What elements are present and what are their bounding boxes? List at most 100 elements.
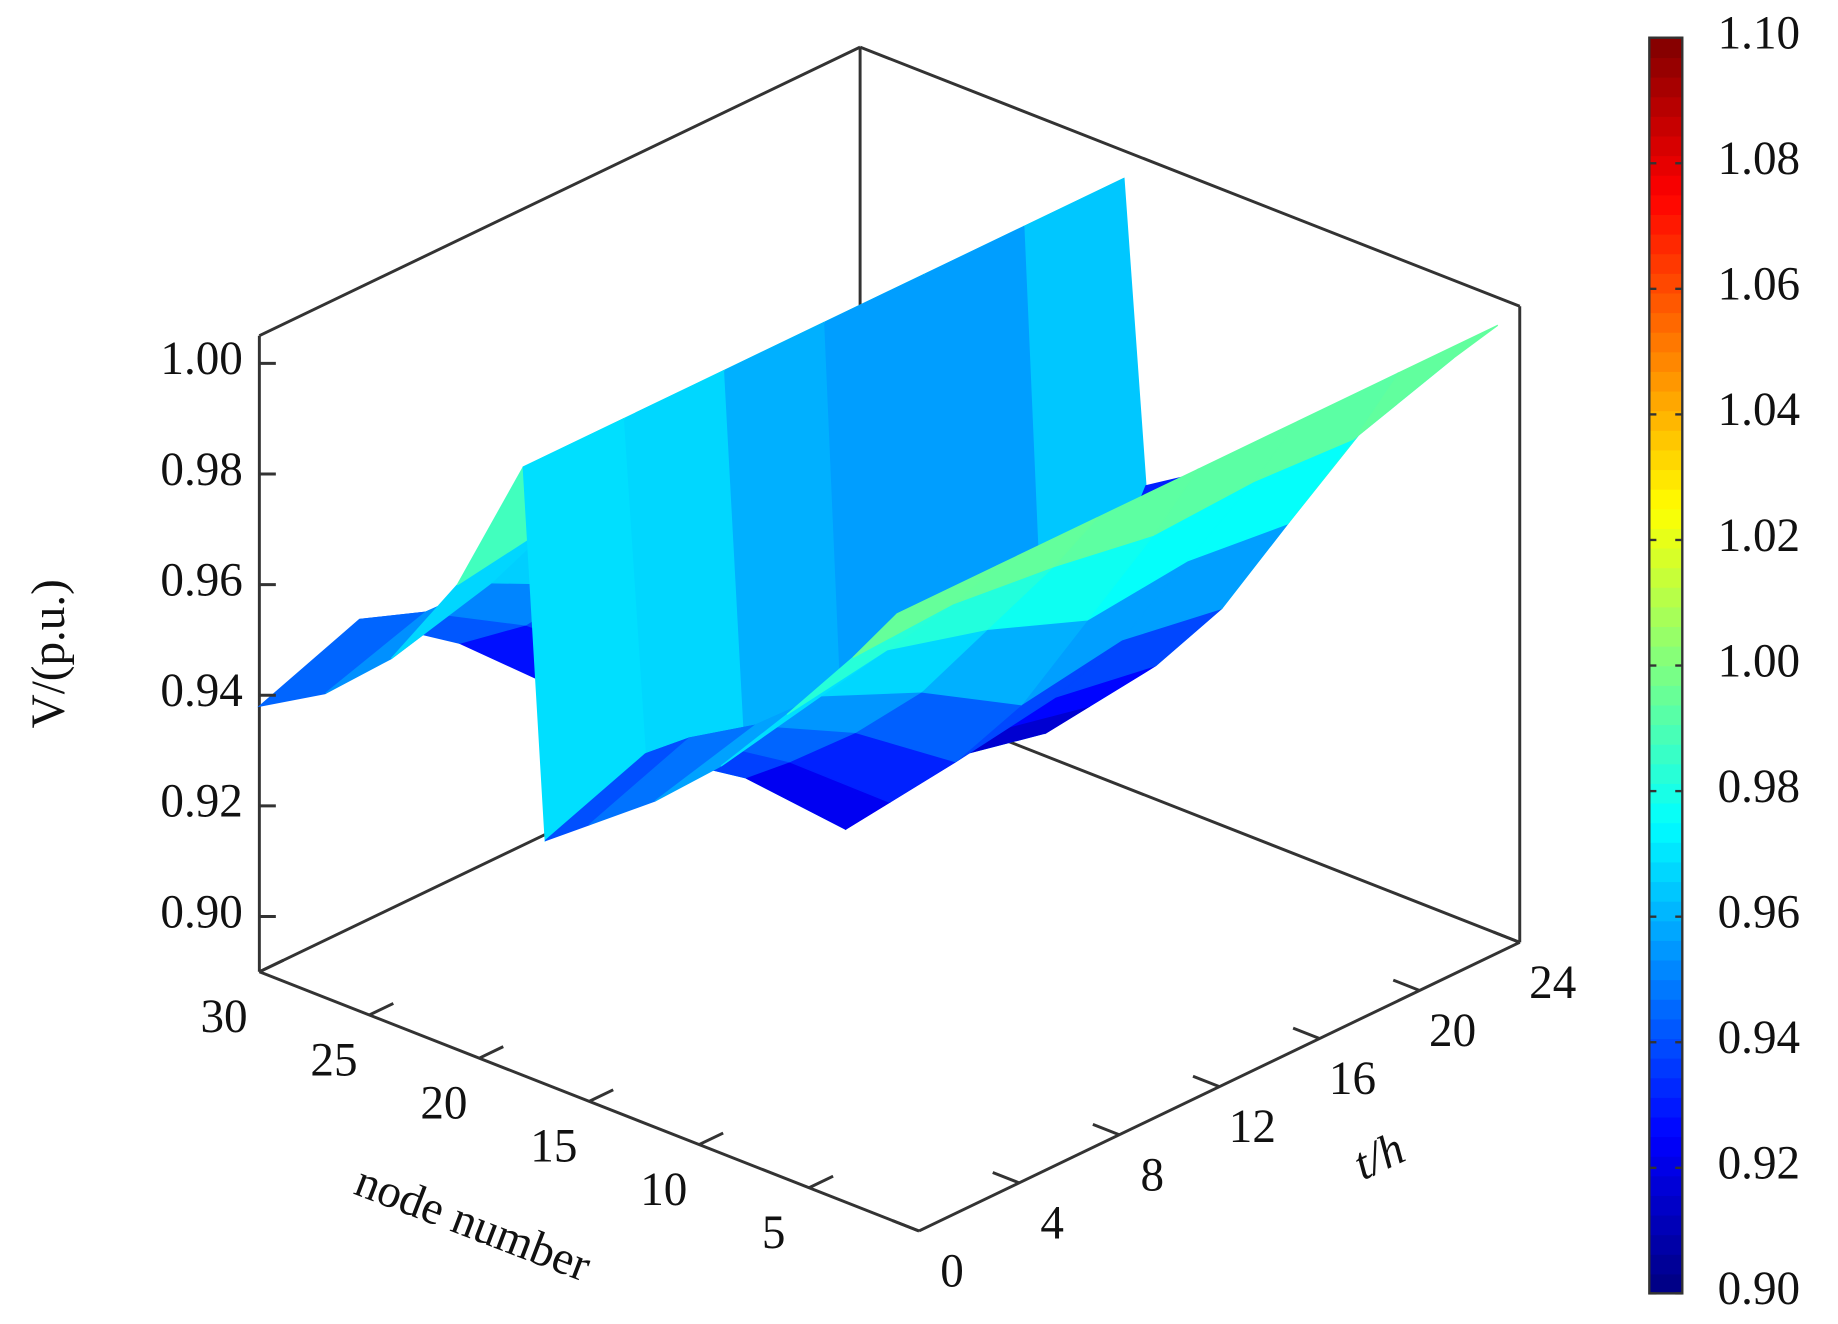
x-tick xyxy=(368,1002,394,1017)
colorbar-segment xyxy=(1649,1057,1683,1079)
colorbar-segment xyxy=(1649,1038,1683,1059)
y-tick xyxy=(1092,1123,1120,1137)
colorbar-segment xyxy=(1649,920,1683,941)
y-tick xyxy=(1192,1074,1220,1089)
colorbar-segment xyxy=(1649,57,1683,78)
colorbar-segment xyxy=(1649,1195,1683,1216)
colorbar-segment xyxy=(1649,449,1683,471)
colorbar-tick-label: 1.10 xyxy=(1718,8,1800,60)
colorbar-tick-label: 1.02 xyxy=(1718,510,1800,562)
colorbar-segment xyxy=(1649,724,1683,745)
y-tick-label: 12 xyxy=(1229,1101,1276,1153)
colorbar-segment xyxy=(1649,116,1683,137)
x-tick xyxy=(808,1174,834,1190)
colorbar-segment xyxy=(1649,214,1683,235)
z-tick-label: 0.92 xyxy=(160,776,242,828)
colorbar-segment xyxy=(1649,528,1683,549)
colorbar-segment xyxy=(1649,96,1683,117)
x-tick-label: 30 xyxy=(200,991,247,1043)
colorbar-segment xyxy=(1649,802,1683,824)
colorbar-segment xyxy=(1649,1136,1683,1157)
colorbar-segment xyxy=(1649,1156,1683,1177)
colorbar-segment xyxy=(1649,1097,1683,1118)
colorbar-segment xyxy=(1649,900,1683,922)
colorbar-tick-label: 1.00 xyxy=(1718,635,1800,687)
colorbar-segment xyxy=(1649,273,1683,294)
colorbar-tick-label: 1.06 xyxy=(1718,259,1800,311)
z-tick-label: 0.94 xyxy=(160,665,242,717)
colorbar-segment xyxy=(1649,1234,1683,1255)
y-tick-label: 24 xyxy=(1529,957,1576,1009)
y-tick-label: 16 xyxy=(1329,1053,1376,1105)
surface-patch xyxy=(257,611,428,708)
colorbar-segment xyxy=(1649,155,1683,176)
y-tick-label: 4 xyxy=(1040,1197,1064,1249)
colorbar-segment xyxy=(1649,979,1683,1000)
colorbar-segment xyxy=(1649,135,1683,157)
colorbar-segment xyxy=(1649,292,1683,314)
box-edge xyxy=(859,45,1521,308)
colorbar-segment xyxy=(1649,744,1683,765)
colorbar-segment xyxy=(1649,940,1683,961)
colorbar-segment xyxy=(1649,685,1683,706)
colorbar-segment xyxy=(1649,547,1683,569)
colorbar-segment xyxy=(1649,1077,1683,1098)
x-tick-label: 10 xyxy=(640,1164,687,1216)
surface-patch xyxy=(852,565,998,658)
z-tick-label: 1.00 xyxy=(160,333,242,385)
colorbar-segment xyxy=(1649,312,1683,333)
y-tick xyxy=(892,1219,920,1233)
colorbar-segment xyxy=(1649,822,1683,843)
colorbar-segment xyxy=(1649,194,1683,215)
z-tick-label: 0.90 xyxy=(160,886,242,938)
colorbar-segment xyxy=(1649,233,1683,255)
x-tick-label: 20 xyxy=(420,1077,467,1129)
colorbar-segment xyxy=(1649,175,1683,196)
box-edge xyxy=(258,45,861,338)
x-axis-label: node number xyxy=(348,1155,598,1292)
surface-patch xyxy=(1353,324,1499,440)
colorbar-segment xyxy=(1649,567,1683,588)
colorbar-tick-label: 0.94 xyxy=(1718,1012,1800,1064)
z-tick-label: 0.98 xyxy=(160,444,242,496)
x-tick-label: 15 xyxy=(530,1121,577,1173)
y-tick-label: 8 xyxy=(1140,1149,1164,1201)
colorbar-segment xyxy=(1649,881,1683,902)
colorbar-segment xyxy=(1649,1116,1683,1138)
colorbar-segment xyxy=(1649,331,1683,353)
colorbar-segment xyxy=(1649,351,1683,372)
y-axis-label: t/h xyxy=(1345,1122,1412,1190)
x-tick xyxy=(588,1088,614,1103)
x-tick xyxy=(698,1131,724,1146)
box-edge xyxy=(918,941,1521,1233)
colorbar-segment xyxy=(1649,645,1683,667)
x-tick xyxy=(258,958,285,974)
colorbar-segment xyxy=(1649,1018,1683,1040)
colorbar-segment xyxy=(1649,469,1683,490)
colorbar-segment xyxy=(1649,488,1683,510)
colorbar-segment xyxy=(1649,410,1683,431)
colorbar-tick-label: 0.98 xyxy=(1718,761,1800,813)
colorbar-segment xyxy=(1649,959,1683,981)
colorbar-segment xyxy=(1649,626,1683,647)
colorbar-segment xyxy=(1649,861,1683,883)
colorbar-segment xyxy=(1649,1214,1683,1236)
colorbar-segment xyxy=(1649,37,1683,59)
y-tick-label: 0 xyxy=(940,1246,964,1298)
colorbar-segment xyxy=(1649,842,1683,863)
colorbar-segment xyxy=(1649,371,1683,392)
colorbar-segment xyxy=(1649,763,1683,784)
y-tick xyxy=(1292,1026,1321,1040)
colorbar-segment xyxy=(1649,704,1683,726)
x-tick-label: 25 xyxy=(310,1034,357,1086)
z-axis-label: V/(p.u.) xyxy=(23,579,75,728)
colorbar-segment xyxy=(1649,783,1683,804)
colorbar-segment xyxy=(1649,76,1683,98)
colorbar-tick-label: 0.92 xyxy=(1718,1138,1800,1190)
x-tick xyxy=(478,1045,504,1060)
colorbar-segment xyxy=(1649,253,1683,274)
y-tick-label: 20 xyxy=(1429,1005,1476,1057)
y-tick xyxy=(1492,930,1521,944)
colorbar-segment xyxy=(1649,1254,1683,1275)
